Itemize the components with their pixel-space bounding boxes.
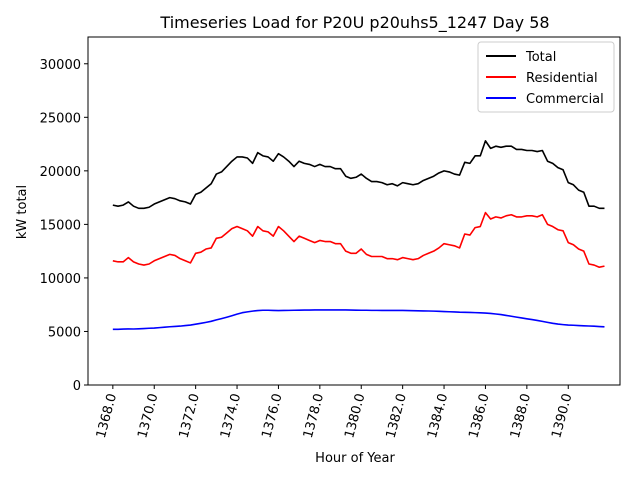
series-line-commercial [112, 309, 605, 331]
series-line-residential [112, 211, 605, 269]
y-tick-label: 15000 [40, 218, 81, 233]
legend-label-total: Total [525, 50, 556, 65]
chart-title: Timeseries Load for P20U p20uhs5_1247 Da… [159, 13, 549, 33]
y-tick-label: 0 [73, 379, 81, 394]
y-tick-label: 20000 [40, 165, 81, 180]
legend-label-commercial: Commercial [526, 92, 604, 107]
y-tick-label: 30000 [40, 58, 81, 73]
legend-box [477, 41, 615, 113]
legend: Total Residential Commercial [477, 41, 615, 113]
y-tick-label: 5000 [48, 325, 81, 340]
y-axis-ticks: 0 5000 10000 15000 20000 25000 30000 [40, 58, 88, 394]
plot-area [112, 140, 605, 331]
y-tick-label: 10000 [40, 272, 81, 287]
axes-frame [87, 36, 621, 386]
x-axis-label: Hour of Year [315, 451, 395, 466]
y-tick-label: 25000 [40, 111, 81, 126]
legend-label-residential: Residential [526, 71, 598, 86]
series-line-total [112, 140, 605, 210]
y-axis-label: kW total [15, 185, 30, 239]
